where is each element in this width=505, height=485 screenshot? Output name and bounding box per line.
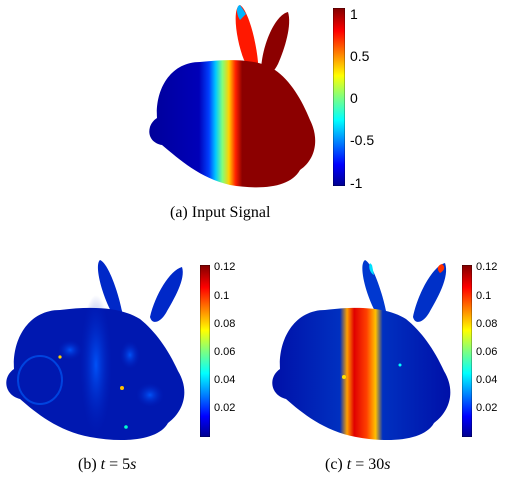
colorbar-b-tick: 0.12 — [214, 261, 236, 274]
colorbar-a — [332, 7, 346, 187]
caption-c-unit: s — [384, 456, 391, 473]
colorbar-b-tick: 0.04 — [214, 374, 236, 387]
caption-c: (c) t = 30s — [325, 456, 390, 474]
caption-c-eq: = — [351, 456, 369, 473]
caption-a-text: Input Signal — [191, 204, 271, 221]
colorbar-b-tick: 0.06 — [214, 346, 236, 358]
colorbar-c-tick: 0.1 — [476, 289, 492, 302]
caption-a-prefix: (a) — [170, 204, 188, 221]
colorbar-c — [461, 264, 473, 438]
caption-b-var: t — [100, 456, 106, 473]
bunny-error-t5 — [6, 260, 185, 441]
caption-a: (a) Input Signal — [170, 204, 270, 222]
colorbar-b-tick: 0.02 — [214, 402, 236, 415]
colorbar-c-tick: 0.06 — [476, 346, 498, 358]
caption-c-prefix: (c) — [325, 456, 343, 473]
colorbar-c-tick: 0.04 — [476, 374, 498, 387]
colorbar-a-tick: -1 — [350, 174, 363, 191]
caption-c-val: 30 — [368, 456, 385, 473]
caption-c-var: t — [346, 456, 352, 473]
colorbar-a-tick: 1 — [350, 5, 358, 22]
bunny-input-signal — [149, 5, 316, 188]
colorbar-c-tick: 0.12 — [476, 261, 498, 274]
colorbar-a-tick: 0 — [350, 90, 358, 107]
colorbar-b — [199, 264, 211, 438]
colorbar-c-tick: 0.02 — [476, 402, 498, 415]
colorbar-a-tick: -0.5 — [350, 132, 375, 149]
caption-b-unit: s — [130, 456, 137, 473]
colorbar-b-tick: 0.08 — [214, 317, 236, 330]
caption-b-eq: = — [105, 456, 123, 473]
colorbar-a-tick: 0.5 — [350, 47, 370, 64]
caption-b: (b) t = 5s — [78, 456, 136, 474]
colorbar-c-tick: 0.08 — [476, 317, 498, 330]
colorbar-b-tick: 0.1 — [214, 289, 230, 302]
caption-b-val: 5 — [122, 456, 131, 473]
caption-b-prefix: (b) — [78, 456, 97, 473]
bunny-error-t30 — [272, 260, 451, 441]
